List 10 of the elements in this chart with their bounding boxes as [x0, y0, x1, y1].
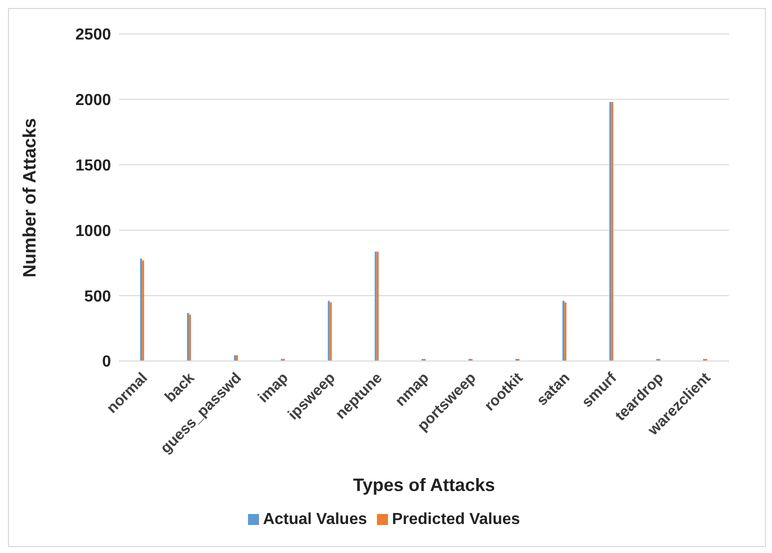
y-tick-label: 1500 [75, 157, 112, 174]
x-axis-title: Types of Attacks [352, 475, 496, 495]
y-tick-label: 2000 [75, 92, 112, 110]
legend-label: Actual Values [262, 511, 367, 528]
legend-label: Predicted Values [392, 511, 520, 528]
y-tick-label: 2500 [75, 26, 112, 44]
y-tick-label: 0 [102, 354, 112, 371]
y-tick-label: 500 [84, 288, 112, 306]
y-tick-label: 1000 [75, 222, 112, 240]
y-axis-title: Number of Attacks [19, 118, 40, 278]
